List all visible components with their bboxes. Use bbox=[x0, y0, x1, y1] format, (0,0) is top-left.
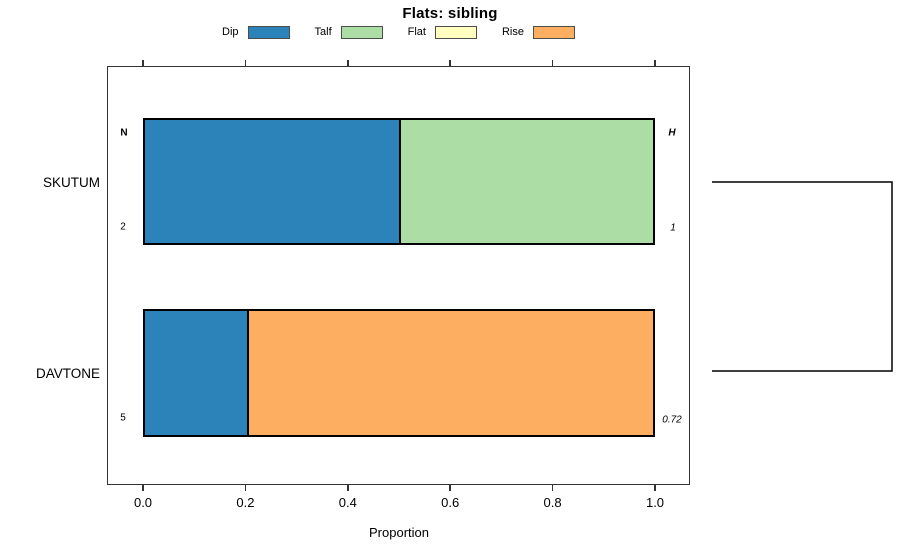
chart-title: Flats: sibling bbox=[402, 5, 498, 22]
legend-item-rise: Rise bbox=[501, 25, 575, 39]
n-value-davtone: 5 bbox=[120, 412, 126, 424]
x-tick-bottom bbox=[244, 485, 247, 491]
x-tick-top bbox=[449, 60, 451, 66]
x-tick-label: 0.4 bbox=[338, 495, 357, 510]
legend-swatch-flat bbox=[434, 25, 477, 39]
legend-swatch-dip bbox=[247, 25, 290, 39]
x-tick-bottom bbox=[142, 485, 144, 491]
legend-item-dip: Dip bbox=[222, 25, 290, 39]
x-tick-bottom bbox=[551, 485, 554, 491]
h-column-header: H bbox=[668, 127, 676, 139]
y-axis-label-skutum: SKUTUM bbox=[43, 175, 100, 190]
x-tick-bottom bbox=[654, 485, 656, 491]
legend: Dip Talf Flat Rise bbox=[107, 24, 690, 40]
legend-item-talf: Talf bbox=[314, 25, 383, 39]
x-tick-label: 0.0 bbox=[133, 495, 153, 510]
n-value-skutum: 2 bbox=[120, 221, 126, 233]
h-value-davtone: 0.72 bbox=[662, 414, 682, 426]
bar-davtone bbox=[143, 309, 655, 437]
x-tick-bottom bbox=[347, 485, 349, 491]
legend-swatch-talf bbox=[340, 25, 383, 39]
x-tick-top bbox=[347, 60, 349, 66]
x-tick-label: 0.6 bbox=[441, 495, 460, 510]
x-tick-top bbox=[654, 60, 656, 66]
legend-label-rise: Rise bbox=[501, 26, 524, 38]
x-axis-title: Proportion bbox=[369, 525, 429, 540]
x-tick-top bbox=[551, 60, 554, 66]
x-tick-label: 0.8 bbox=[543, 495, 562, 510]
y-axis-label-davtone: DAVTONE bbox=[35, 366, 100, 381]
legend-label-talf: Talf bbox=[314, 26, 332, 38]
n-column-header: N bbox=[120, 127, 128, 139]
bar-segment-rise bbox=[246, 311, 653, 435]
bar-skutum bbox=[143, 118, 655, 245]
legend-label-flat: Flat bbox=[407, 26, 426, 38]
bar-segment-talf bbox=[399, 120, 653, 243]
bar-segment-dip bbox=[145, 311, 247, 435]
x-tick-bottom bbox=[449, 485, 451, 491]
x-tick-top bbox=[244, 60, 247, 66]
h-value-skutum: 1 bbox=[670, 222, 676, 234]
x-tick-label: 1.0 bbox=[645, 495, 665, 510]
legend-item-flat: Flat bbox=[407, 25, 477, 39]
x-tick-label: 0.2 bbox=[236, 495, 255, 510]
x-tick-top bbox=[142, 60, 144, 66]
legend-swatch-rise bbox=[533, 25, 575, 39]
legend-label-dip: Dip bbox=[222, 26, 239, 38]
bar-segment-dip bbox=[145, 120, 399, 243]
